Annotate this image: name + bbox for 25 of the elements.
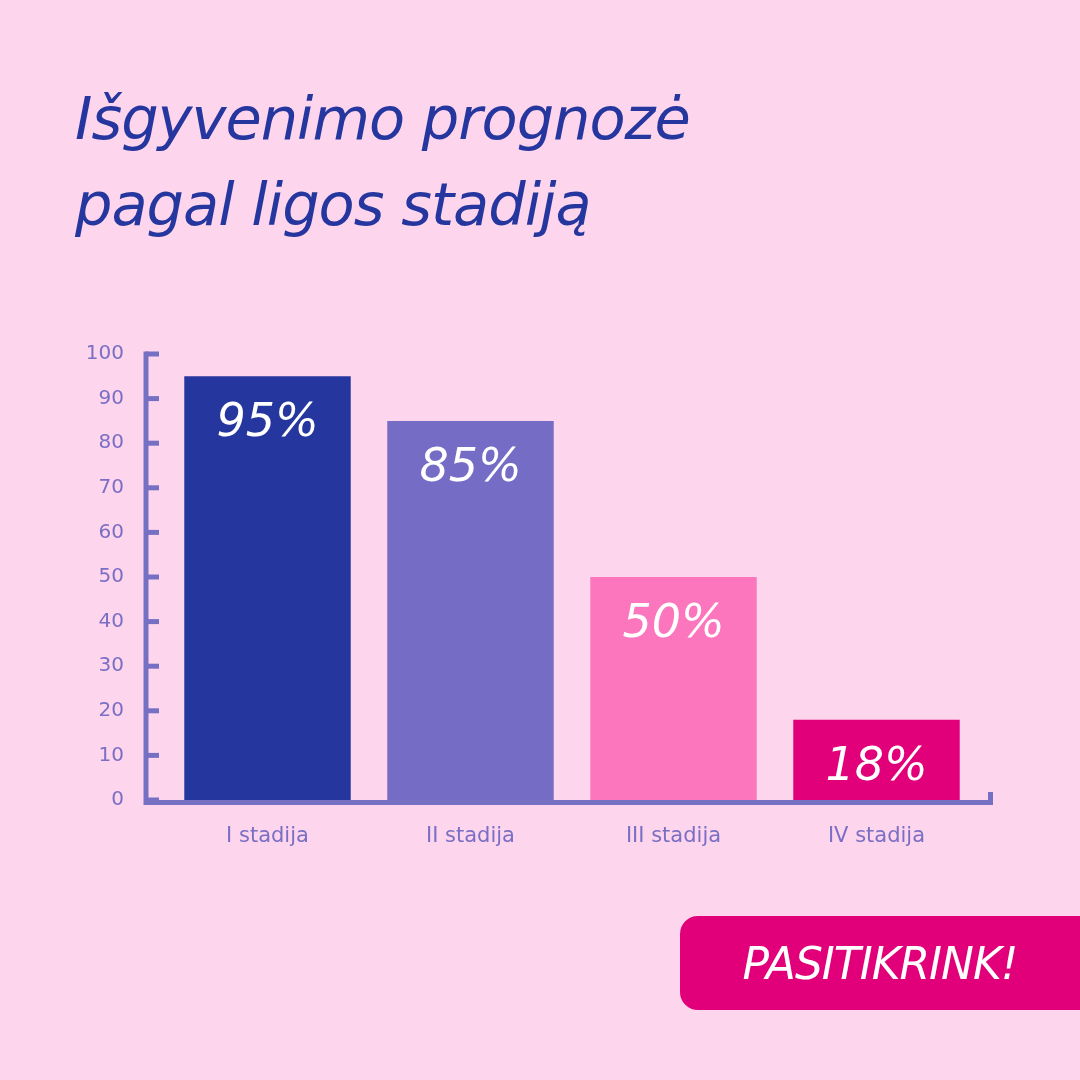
data-label: 50% [622,593,725,648]
bar [184,376,351,800]
y-tick-label: 60 [98,518,124,543]
bar [590,577,757,800]
bar [793,719,960,800]
y-tick-label: 100 [85,340,124,365]
data-label: 18% [825,736,928,791]
x-tick-label: III stadija [625,823,722,848]
y-tick-label: 90 [98,384,124,409]
y-tick-label: 20 [98,697,124,721]
y-tick-label: 70 [98,474,124,498]
data-label: 85% [419,437,522,492]
y-tick-label: 80 [98,429,124,454]
x-tick-label: II stadija [426,823,515,848]
y-tick-label: 40 [98,607,124,632]
x-tick-label: IV stadija [827,823,926,848]
y-tick-label: 10 [98,741,124,766]
y-tick-label: 0 [111,786,124,811]
bar [387,420,554,800]
data-label: 95% [216,393,319,448]
text: PASITIKRINK! [742,937,1018,989]
y-tick-label: 30 [98,652,124,677]
x-tick-label: I stadija [226,823,309,848]
y-tick-label: 50 [98,563,124,588]
chart-title: Išgyvenimo prognozė pagal ligos stadiją [75,83,691,241]
